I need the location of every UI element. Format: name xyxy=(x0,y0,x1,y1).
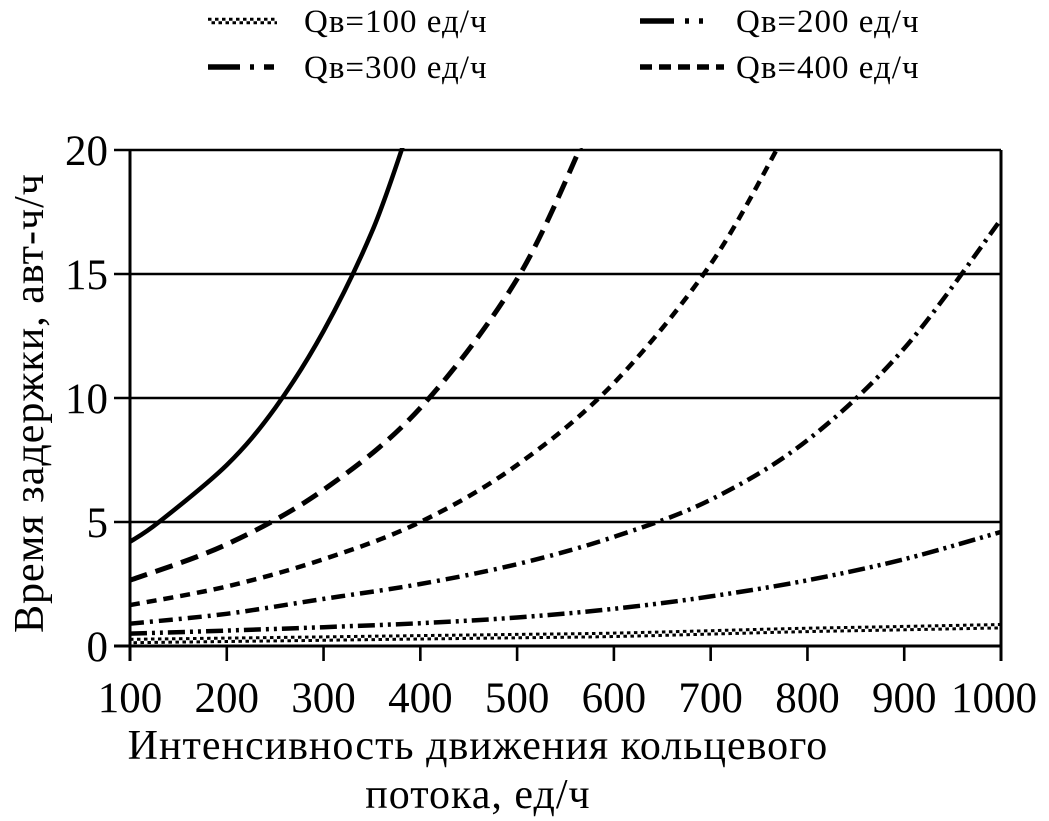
legend-label-qv200: Qв=200 ед/ч xyxy=(736,4,920,40)
x-tick-label: 500 xyxy=(485,675,550,722)
legend-label-qv100: Qв=100 ед/ч xyxy=(304,4,488,40)
legend-marker-qv100 xyxy=(208,17,277,25)
y-axis-title: Время задержки, авт-ч/ч xyxy=(7,173,53,633)
x-tick-label: 400 xyxy=(388,675,453,722)
legend-label-qv300: Qв=300 ед/ч xyxy=(304,50,488,86)
x-tick-label: 200 xyxy=(195,675,260,722)
legend-item-qv300: Qв=300 ед/ч xyxy=(205,48,488,88)
x-axis-title: Интенсивность движения кольцевого потока… xyxy=(78,722,878,820)
x-tick-label: 600 xyxy=(582,675,647,722)
x-tick-labels: 100 200 300 400 500 600 700 800 900 1000 xyxy=(98,675,1037,722)
curve-qv300 xyxy=(129,218,1003,626)
legend-item-qv400: Qв=400 ед/ч xyxy=(637,48,920,88)
x-tick-label: 1000 xyxy=(951,675,1037,722)
x-tick-label: 800 xyxy=(775,675,840,722)
x-tick-label: 900 xyxy=(872,675,937,722)
x-axis-title-line2: потока, ед/ч xyxy=(365,772,591,818)
curve-qv100 xyxy=(129,623,1002,645)
x-ticks xyxy=(128,646,1003,661)
legend-marker-qv300 xyxy=(208,64,292,70)
x-axis-title-line1: Интенсивность движения кольцевого xyxy=(127,723,829,769)
legend-marker-qv200 xyxy=(640,18,724,24)
legend-label-qv400: Qв=400 ед/ч xyxy=(736,50,920,86)
legend-item-qv200: Qв=200 ед/ч xyxy=(637,2,920,42)
y-tick-label: 10 xyxy=(65,376,108,423)
y-tick-labels: 0 5 10 15 20 xyxy=(65,128,108,671)
curve-qv200 xyxy=(129,529,1002,636)
curve-unlabeled_solid xyxy=(129,148,405,544)
curve-qv400 xyxy=(129,148,781,608)
x-tick-label: 300 xyxy=(291,675,356,722)
y-tick-label: 15 xyxy=(65,252,108,299)
gridlines xyxy=(114,148,1001,648)
y-tick-label: 0 xyxy=(87,624,109,671)
y-tick-label: 20 xyxy=(65,128,108,175)
axes xyxy=(128,150,1003,661)
x-tick-label: 100 xyxy=(98,675,163,722)
legend-marker-qv400 xyxy=(640,64,724,70)
y-tick-label: 5 xyxy=(87,500,109,547)
curves xyxy=(129,148,1003,645)
legend-item-qv100: Qв=100 ед/ч xyxy=(205,2,488,42)
x-tick-label: 700 xyxy=(678,675,743,722)
curve-unlabeled_longdash xyxy=(129,148,583,583)
